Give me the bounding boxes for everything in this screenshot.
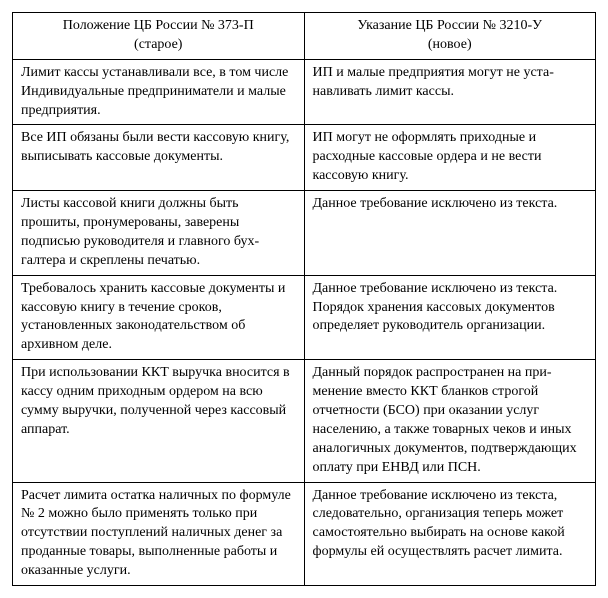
cell-old: Листы кассовой книги должны быть прошиты… [13,191,305,276]
cell-old: При использовании ККТ выручка вно­сится … [13,360,305,482]
cell-new: Данное требование исключено из текста. П… [304,275,596,360]
table-row: При использовании ККТ выручка вно­сится … [13,360,596,482]
cell-old: Требовалось хранить кассовые докумен­ты … [13,275,305,360]
cell-new: ИП могут не оформлять приходные и расход… [304,125,596,191]
cell-old: Лимит кассы устанавливали все, в том чис… [13,59,305,125]
cell-old: Все ИП обязаны были вести кассовую книгу… [13,125,305,191]
table-row: Листы кассовой книги должны быть прошиты… [13,191,596,276]
column-header-new-line1: Указание ЦБ России № 3210-У [357,18,542,33]
cell-old: Расчет лимита остатка наличных по формул… [13,482,305,585]
table-row: Все ИП обязаны были вести кассовую книгу… [13,125,596,191]
column-header-old: Положение ЦБ России № 373-П (старое) [13,13,305,60]
cell-new: Данное требование исключено из текста. [304,191,596,276]
column-header-new: Указание ЦБ России № 3210-У (новое) [304,13,596,60]
cell-new: ИП и малые предприятия могут не уста­нав… [304,59,596,125]
column-header-new-line2: (новое) [428,37,472,52]
column-header-old-line1: Положение ЦБ России № 373-П [63,18,254,33]
comparison-table: Положение ЦБ России № 373-П (старое) Ука… [12,12,596,586]
table-header-row: Положение ЦБ России № 373-П (старое) Ука… [13,13,596,60]
table-row: Лимит кассы устанавливали все, в том чис… [13,59,596,125]
table-row: Требовалось хранить кассовые докумен­ты … [13,275,596,360]
cell-new: Данное требование исключено из текста, с… [304,482,596,585]
cell-new: Данный порядок распространен на при­мене… [304,360,596,482]
column-header-old-line2: (старое) [134,37,182,52]
table-row: Расчет лимита остатка наличных по формул… [13,482,596,585]
